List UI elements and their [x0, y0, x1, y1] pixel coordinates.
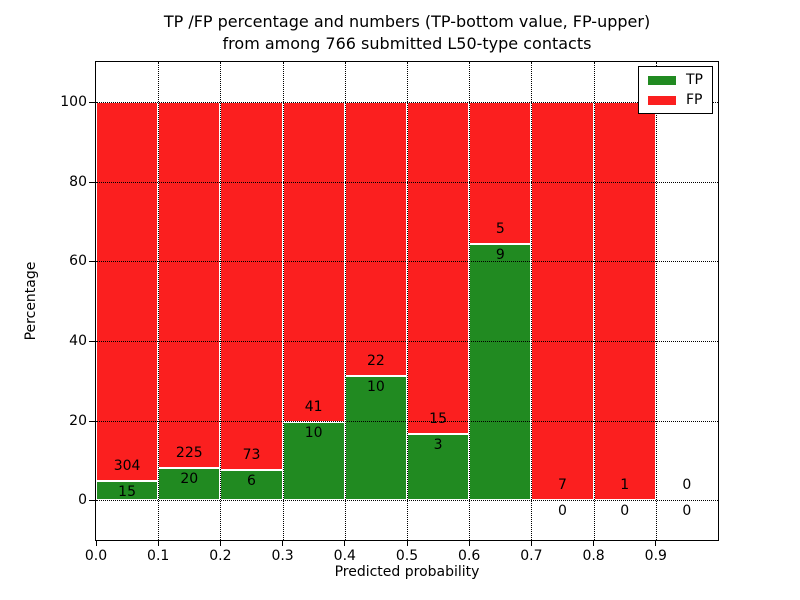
- x-tick: [406, 541, 408, 546]
- bar-fp-0.2-0.3: [220, 101, 283, 470]
- y-tick: [89, 500, 95, 502]
- legend-item-fp: FP: [648, 93, 703, 107]
- legend: TP FP: [638, 66, 713, 114]
- y-axis-label: Percentage: [23, 261, 39, 341]
- x-tick-label: 0.5: [395, 548, 419, 564]
- bar-label-fp-count: 7: [558, 477, 567, 494]
- bar-label-tp-count: 0: [620, 503, 630, 520]
- bar-label-fp-count: 73: [242, 446, 261, 463]
- bar-tp-0.3-0.4: [282, 422, 345, 501]
- bar-fp-0.7-0.8: [531, 101, 594, 501]
- bar-label-tp-count: 9: [495, 247, 505, 264]
- x-tick-label: 0.1: [147, 548, 170, 564]
- chart-title-line-1: TP /FP percentage and numbers (TP-bottom…: [163, 12, 651, 31]
- gridline-x: [593, 62, 595, 540]
- bar-fp-0.1-0.2: [158, 101, 221, 468]
- bar-tp-0.5-0.6: [407, 433, 470, 501]
- bar-fp-0.5-0.6: [407, 101, 470, 434]
- y-tick-label: 80: [69, 173, 87, 190]
- legend-label-fp: FP: [686, 92, 703, 108]
- y-tick: [89, 261, 95, 263]
- bar-label-tp-count: 0: [682, 503, 692, 520]
- bar-fp-0.4-0.5: [344, 101, 407, 376]
- x-tick: [282, 541, 284, 546]
- y-tick-label: 100: [60, 93, 87, 110]
- bar-label-fp-count: 15: [429, 410, 447, 427]
- y-tick: [89, 101, 95, 103]
- bar-label-fp-count: 0: [682, 477, 692, 494]
- x-tick: [655, 541, 657, 546]
- y-tick: [89, 181, 95, 183]
- x-tick: [530, 541, 532, 546]
- bar-label-tp-count: 10: [304, 425, 323, 442]
- y-tick-label: 60: [69, 253, 87, 270]
- bar-label-tp-count: 3: [433, 436, 443, 453]
- legend-swatch-tp: [648, 75, 676, 85]
- bar-tp-0.2-0.3: [220, 469, 283, 501]
- legend-item-tp: TP: [648, 73, 703, 87]
- legend-swatch-fp: [648, 95, 676, 105]
- x-tick-label: 0.4: [333, 548, 356, 564]
- chart-title: TP /FP percentage and numbers (TP-bottom…: [96, 11, 718, 55]
- bar-label-tp-count: 6: [247, 472, 256, 489]
- y-tick-label: 40: [69, 332, 87, 349]
- gridline-x: [655, 62, 657, 540]
- y-tick: [89, 420, 95, 422]
- x-axis-label: Predicted probability: [334, 564, 480, 580]
- x-tick-label: 0.3: [271, 548, 294, 564]
- gridline-x: [531, 62, 533, 540]
- gridline-x: [469, 62, 471, 540]
- x-tick-label: 0.7: [520, 548, 543, 564]
- x-tick: [219, 541, 221, 546]
- x-tick-label: 0.0: [84, 548, 108, 564]
- bar-tp-0.6-0.7: [469, 244, 532, 501]
- gridline-x: [158, 62, 160, 540]
- y-tick: [89, 340, 95, 342]
- y-tick-label: 20: [69, 412, 87, 429]
- bar-label-tp-count: 15: [118, 484, 136, 501]
- bar-label-tp-count: 0: [558, 503, 567, 520]
- x-tick-label: 0.8: [582, 548, 605, 564]
- bar-tp-0.0-0.1: [96, 481, 159, 501]
- bar-label-fp-count: 5: [495, 221, 505, 238]
- bar-fp-0.0-0.1: [96, 101, 159, 482]
- x-tick-label: 0.2: [209, 548, 232, 564]
- gridline-x: [344, 62, 346, 540]
- bar-label-fp-count: 225: [175, 444, 203, 461]
- x-tick: [95, 541, 97, 546]
- bar-label-fp-count: 22: [366, 352, 385, 369]
- x-tick: [157, 541, 159, 546]
- bar-fp-0.8-0.9: [593, 101, 656, 501]
- bar-label-fp-count: 304: [113, 458, 141, 475]
- chart-title-line-2: from among 766 submitted L50-type contac…: [222, 34, 592, 53]
- x-tick-label: 0.9: [644, 548, 667, 564]
- bar-label-fp-count: 41: [304, 399, 323, 416]
- bar-label-tp-count: 10: [366, 378, 385, 395]
- bar-tp-0.4-0.5: [344, 375, 407, 501]
- x-tick: [344, 541, 346, 546]
- bar-label-fp-count: 1: [620, 477, 630, 494]
- plot-area: TP FP 0 20 40 60 80 100 0.0 0.1 0.2 0.3 0.4 0.5 0.6 0…: [60, 61, 719, 564]
- legend-label-tp: TP: [686, 72, 703, 88]
- bar-tp-0.1-0.2: [158, 467, 221, 501]
- x-tick: [593, 541, 595, 546]
- gridline-x: [220, 62, 222, 540]
- x-tick: [468, 541, 470, 546]
- bar-label-tp-count: 20: [180, 470, 199, 487]
- x-tick-label: 0.6: [458, 548, 481, 564]
- y-tick-label: 0: [78, 492, 87, 509]
- gridline-x: [407, 62, 408, 540]
- gridline-x: [282, 62, 284, 540]
